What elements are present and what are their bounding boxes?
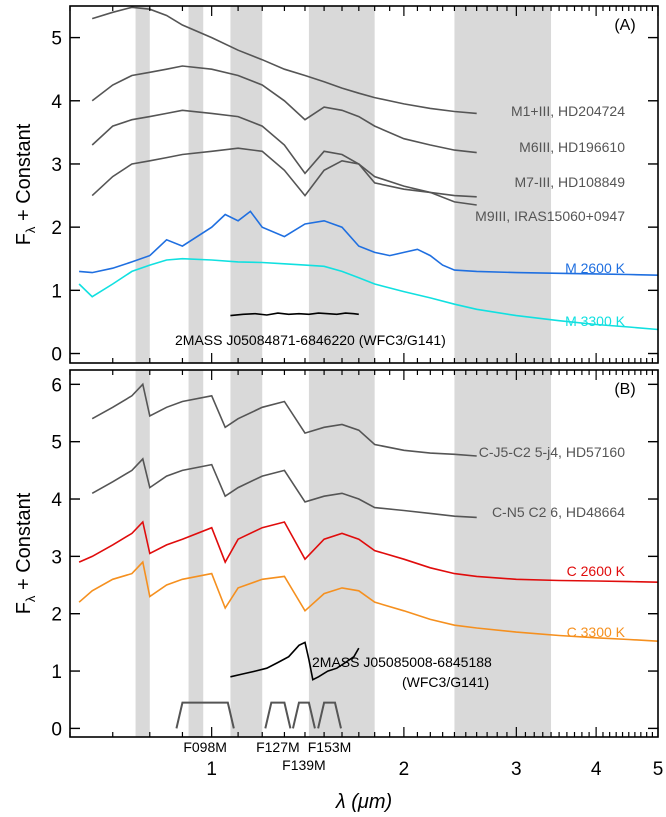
y-tick-label: 1	[51, 281, 62, 302]
series-line	[78, 257, 659, 331]
filter-label: F153M	[308, 739, 352, 755]
series-label: M 3300 K	[565, 313, 626, 329]
shaded-band	[230, 370, 263, 737]
y-tick-label: 3	[51, 155, 62, 176]
y-tick-label: 0	[51, 345, 62, 366]
shaded-band	[135, 6, 150, 363]
series-line	[79, 210, 659, 276]
filter-label: F127M	[256, 739, 300, 755]
y-tick-label: 0	[51, 719, 62, 740]
y-tick-label: 2	[51, 218, 62, 239]
panel-tag: (B)	[614, 381, 635, 398]
y-tick-label: 5	[51, 433, 62, 454]
series-line	[78, 520, 659, 583]
series-label: C-N5 C2 6, HD48664	[492, 504, 625, 520]
series-line	[91, 147, 477, 206]
series-label: M 2600 K	[565, 260, 626, 276]
series-label: 2MASS J05085008-6845188	[312, 654, 492, 670]
panel-a: M1+III, HD204724 M6III, HD196610 M7-III, H…	[13, 5, 659, 366]
series-line	[91, 382, 477, 457]
series-label: C 2600 K	[567, 563, 626, 579]
series-label: M6III, HD196610	[519, 139, 625, 155]
plot-frame	[69, 5, 659, 364]
panel-tag: (A)	[614, 17, 635, 34]
series-line	[91, 457, 477, 519]
y-tick-label: 4	[51, 490, 62, 511]
series-label: M9III, IRAS15060+0947	[475, 208, 625, 224]
series-line	[91, 65, 477, 154]
y-tick-label: 5	[51, 29, 62, 50]
series-line	[78, 560, 659, 642]
y-axis-title: Fλ + Constant	[13, 123, 38, 245]
x-tick-label: 3	[511, 759, 522, 780]
series-line	[91, 6, 477, 115]
shaded-band	[135, 370, 150, 737]
plot-frame	[69, 369, 659, 738]
series-line	[91, 109, 477, 198]
x-axis: 1 2 3 4 5 F098M F127M F139M F153M λ (μm)	[183, 739, 663, 813]
y-tick-label: 4	[51, 92, 62, 113]
series-line	[230, 641, 360, 681]
series-label: 2MASS J05084871-6846220 (WFC3/G141)	[175, 332, 446, 348]
shaded-band	[454, 6, 552, 363]
filter-label: F139M	[282, 757, 326, 773]
x-tick-label: 1	[206, 759, 217, 780]
x-axis-title: λ (μm)	[335, 791, 392, 813]
filter-curve	[317, 701, 342, 729]
filter-label: F098M	[183, 739, 227, 755]
shaded-band	[188, 370, 204, 737]
y-axis-title: Fλ + Constant	[13, 492, 38, 614]
x-tick-label: 2	[399, 759, 410, 780]
filter-curve	[175, 701, 235, 729]
series-label: M1+III, HD204724	[511, 103, 625, 119]
series-label: C-J5-C2 5-j4, HD57160	[479, 444, 625, 460]
y-tick-label: 1	[51, 662, 62, 683]
y-tick-label: 2	[51, 605, 62, 626]
shaded-band	[188, 6, 204, 363]
series-label: M7-III, HD108849	[515, 174, 626, 190]
shaded-band	[308, 6, 375, 363]
y-tick-label: 3	[51, 547, 62, 568]
series-label: (WFC3/G141)	[402, 674, 489, 690]
series-label: C 3300 K	[567, 624, 626, 640]
y-tick-label: 6	[51, 375, 62, 396]
series-line	[230, 312, 359, 317]
x-tick-label: 4	[591, 759, 602, 780]
filter-curve	[291, 701, 316, 729]
filter-curve	[264, 701, 292, 729]
panel-b: C-J5-C2 5-j4, HD57160 C-N5 C2 6, HD48664 C…	[13, 369, 659, 740]
shaded-band	[230, 6, 263, 363]
x-tick-label: 5	[653, 759, 664, 780]
shaded-band	[454, 370, 552, 737]
